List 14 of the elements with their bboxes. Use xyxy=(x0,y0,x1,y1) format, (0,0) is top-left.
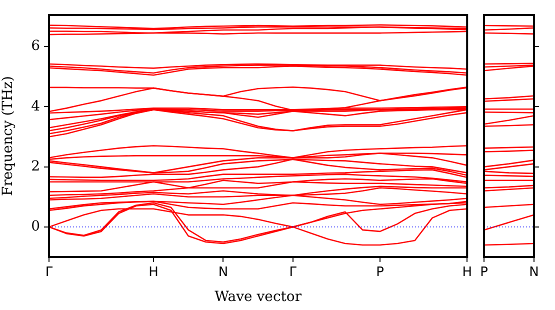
x-tick-label: H xyxy=(148,265,158,280)
y-tick-label: 2 xyxy=(31,158,40,174)
y-axis-title: Frequency (THz) xyxy=(0,76,16,196)
y-tick-label: 4 xyxy=(31,98,40,114)
x-tick-label: Γ xyxy=(45,265,54,280)
x-tick-label: N xyxy=(218,265,228,280)
x-tick-label: Γ xyxy=(289,265,298,280)
y-tick-label: 6 xyxy=(31,38,40,54)
x-tick-label: P xyxy=(376,265,384,280)
x-tick-label: H xyxy=(462,265,472,280)
x-tick-label: P xyxy=(480,265,488,280)
x-tick-label: N xyxy=(529,265,539,280)
y-tick-label: 0 xyxy=(31,218,40,235)
x-axis-title: Wave vector xyxy=(214,289,302,306)
